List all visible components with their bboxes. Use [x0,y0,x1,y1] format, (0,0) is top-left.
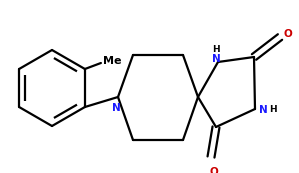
Text: N: N [259,105,268,115]
Text: O: O [284,29,293,39]
Text: Me: Me [103,56,121,66]
Text: H: H [269,106,277,115]
Text: H: H [212,44,220,53]
Text: N: N [212,54,220,64]
Text: N: N [112,103,120,113]
Text: O: O [210,167,218,173]
